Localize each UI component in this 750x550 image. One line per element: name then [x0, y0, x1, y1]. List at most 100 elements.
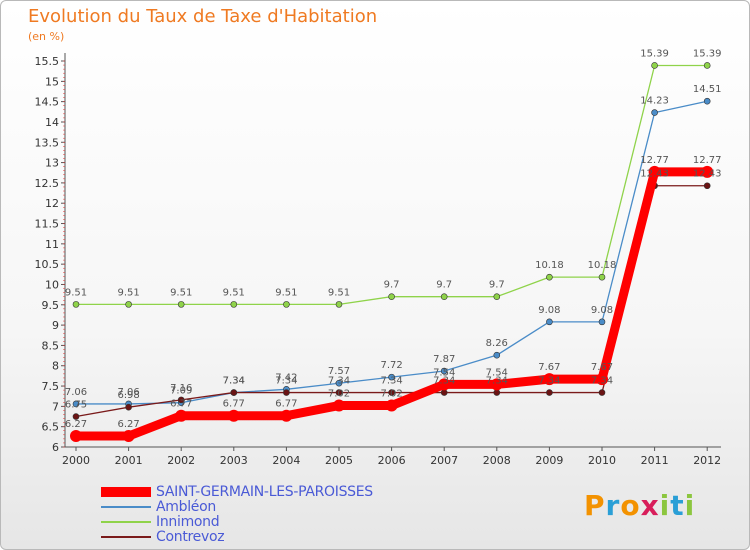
y-tick-label: 9 [52, 319, 59, 332]
data-label-1: 7.57 [328, 366, 350, 377]
data-label-1: 7.09 [170, 386, 192, 397]
data-label-3: 7.16 [170, 383, 192, 394]
y-tick-label: 8 [52, 360, 59, 373]
data-point-0 [70, 430, 82, 443]
data-label-0: 6.77 [275, 399, 297, 410]
x-tick-label: 2006 [378, 454, 406, 467]
data-point-1 [493, 351, 501, 359]
data-point-3 [598, 389, 606, 396]
x-tick-label: 2000 [62, 454, 90, 467]
legend-label: Ambléon [156, 499, 216, 515]
y-tick-label: 10 [45, 278, 59, 291]
y-tick-label: 14 [45, 116, 59, 129]
logo-letter: o [620, 489, 641, 522]
x-tick-label: 2010 [588, 454, 616, 467]
x-tick-label: 2004 [272, 454, 300, 467]
data-point-1 [335, 379, 343, 387]
data-point-0 [438, 378, 451, 391]
logo-letter: r [605, 489, 621, 522]
data-point-3 [230, 389, 238, 396]
data-point-2 [72, 301, 80, 308]
logo-letter: t [670, 489, 685, 522]
data-point-0 [596, 373, 608, 386]
y-tick-label: 9.5 [42, 299, 60, 312]
y-tick-label: 12 [45, 197, 59, 210]
data-point-0 [543, 373, 556, 386]
data-label-0: 7.54 [433, 367, 455, 378]
data-label-0: 6.27 [65, 419, 87, 430]
data-point-3 [546, 389, 553, 396]
data-label-0: 6.77 [170, 399, 192, 410]
x-tick-label: 2003 [220, 454, 248, 467]
data-label-3: 7.34 [380, 376, 402, 387]
data-label-3: 6.98 [117, 390, 139, 401]
data-label-0: 12.77 [693, 155, 722, 166]
data-label-2: 9.7 [436, 280, 452, 291]
data-label-0: 6.27 [117, 419, 139, 430]
y-tick-label: 10.5 [35, 258, 60, 271]
data-label-1: 8.26 [486, 338, 508, 349]
data-point-3 [125, 403, 132, 411]
data-label-3: 7.34 [433, 376, 455, 387]
data-label-2: 9.51 [328, 287, 350, 298]
y-tick-label: 7 [52, 400, 59, 413]
data-point-1 [546, 318, 553, 326]
data-point-2 [598, 273, 606, 281]
data-label-2: 15.39 [693, 48, 722, 59]
data-label-3: 12.43 [640, 169, 669, 180]
data-label-2: 9.51 [117, 287, 139, 298]
data-label-3: 7.34 [223, 376, 245, 387]
data-label-2: 9.7 [384, 280, 400, 291]
y-tick-label: 8.5 [42, 339, 60, 352]
data-label-0: 7.54 [486, 367, 508, 378]
data-point-0 [648, 165, 661, 178]
data-point-0 [227, 409, 240, 422]
legend-swatch [101, 506, 151, 508]
data-label-1: 9.08 [591, 305, 613, 316]
x-tick-label: 2009 [535, 454, 563, 467]
data-point-1 [651, 109, 658, 116]
data-label-1: 7.87 [433, 354, 455, 365]
data-label-3: 7.34 [486, 376, 508, 387]
data-label-0: 12.77 [640, 155, 669, 166]
y-tick-label: 7.5 [42, 380, 60, 393]
data-point-2 [388, 293, 395, 300]
legend-swatch [101, 521, 151, 523]
data-point-0 [122, 430, 135, 443]
data-label-1: 7.42 [275, 372, 297, 383]
data-point-2 [440, 293, 448, 300]
legend-swatch [101, 536, 151, 538]
data-label-0: 6.77 [223, 399, 245, 410]
data-label-1: 7.06 [117, 387, 139, 398]
data-point-2 [177, 301, 185, 308]
y-tick-label: 11 [45, 238, 59, 251]
data-point-2 [125, 301, 132, 308]
data-point-2 [546, 273, 553, 281]
y-tick-label: 6.5 [42, 421, 60, 434]
data-label-2: 9.51 [275, 287, 297, 298]
data-label-3: 7.34 [328, 376, 350, 387]
x-tick-label: 2002 [167, 454, 195, 467]
legend-label: Contrevoz [156, 529, 225, 545]
data-label-2: 9.51 [170, 287, 192, 298]
data-point-1 [703, 97, 711, 105]
data-point-3 [283, 389, 290, 396]
data-point-0 [280, 409, 293, 422]
y-tick-label: 13.5 [35, 136, 60, 149]
data-label-0: 7.67 [591, 362, 613, 373]
chart-subtitle: (en %) [28, 30, 65, 43]
data-point-3 [440, 389, 448, 396]
data-label-0: 7.67 [538, 362, 560, 373]
data-point-3 [335, 389, 343, 396]
data-label-3: 7.34 [538, 376, 560, 387]
data-point-2 [283, 301, 290, 308]
data-label-1: 14.23 [640, 96, 669, 107]
data-point-3 [703, 182, 711, 190]
data-point-2 [230, 301, 238, 308]
x-tick-label: 2008 [483, 454, 511, 467]
data-label-0: 7.02 [328, 389, 350, 400]
y-tick-label: 6 [52, 441, 59, 454]
data-point-2 [703, 62, 711, 69]
data-point-1 [440, 367, 448, 375]
